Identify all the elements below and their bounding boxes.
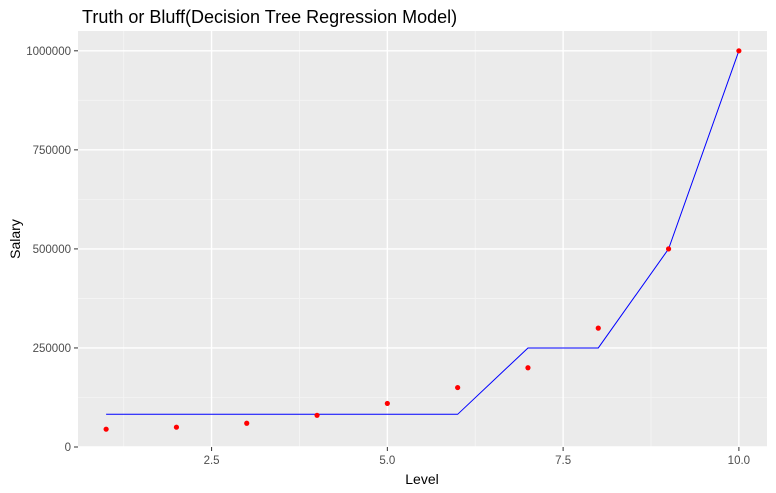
x-tick-label: 2.5 bbox=[204, 455, 220, 467]
data-point bbox=[665, 246, 672, 252]
data-point bbox=[736, 48, 742, 54]
y-axis-ticks: 0 250000 500000 750000 1000000 bbox=[26, 46, 78, 454]
y-tick-label: 250000 bbox=[33, 343, 71, 355]
data-point bbox=[595, 325, 601, 331]
y-tick-label: 750000 bbox=[33, 145, 71, 157]
series-layer bbox=[103, 48, 742, 432]
x-axis-ticks: 2.5 5.0 7.5 10.0 bbox=[204, 447, 750, 467]
prediction-line bbox=[106, 50, 740, 415]
y-axis-title: Salary bbox=[7, 219, 23, 259]
grid-major bbox=[78, 31, 767, 448]
data-point bbox=[244, 420, 250, 426]
x-axis-title: Level bbox=[405, 471, 438, 487]
plot-panel bbox=[78, 31, 767, 447]
chart-title: Truth or Bluff(Decision Tree Regression … bbox=[82, 7, 457, 27]
y-tick-label: 500000 bbox=[33, 244, 71, 256]
y-tick-label: 1000000 bbox=[26, 46, 71, 58]
data-point bbox=[525, 365, 531, 371]
x-tick-label: 5.0 bbox=[379, 455, 395, 467]
x-tick-label: 7.5 bbox=[555, 455, 571, 467]
data-point bbox=[455, 384, 461, 391]
x-tick-label: 10.0 bbox=[728, 455, 750, 467]
data-point bbox=[103, 426, 109, 432]
y-tick-label: 0 bbox=[65, 442, 71, 454]
grid-minor bbox=[78, 31, 767, 447]
data-point bbox=[384, 400, 390, 407]
data-point bbox=[173, 424, 180, 430]
data-point bbox=[314, 412, 320, 418]
